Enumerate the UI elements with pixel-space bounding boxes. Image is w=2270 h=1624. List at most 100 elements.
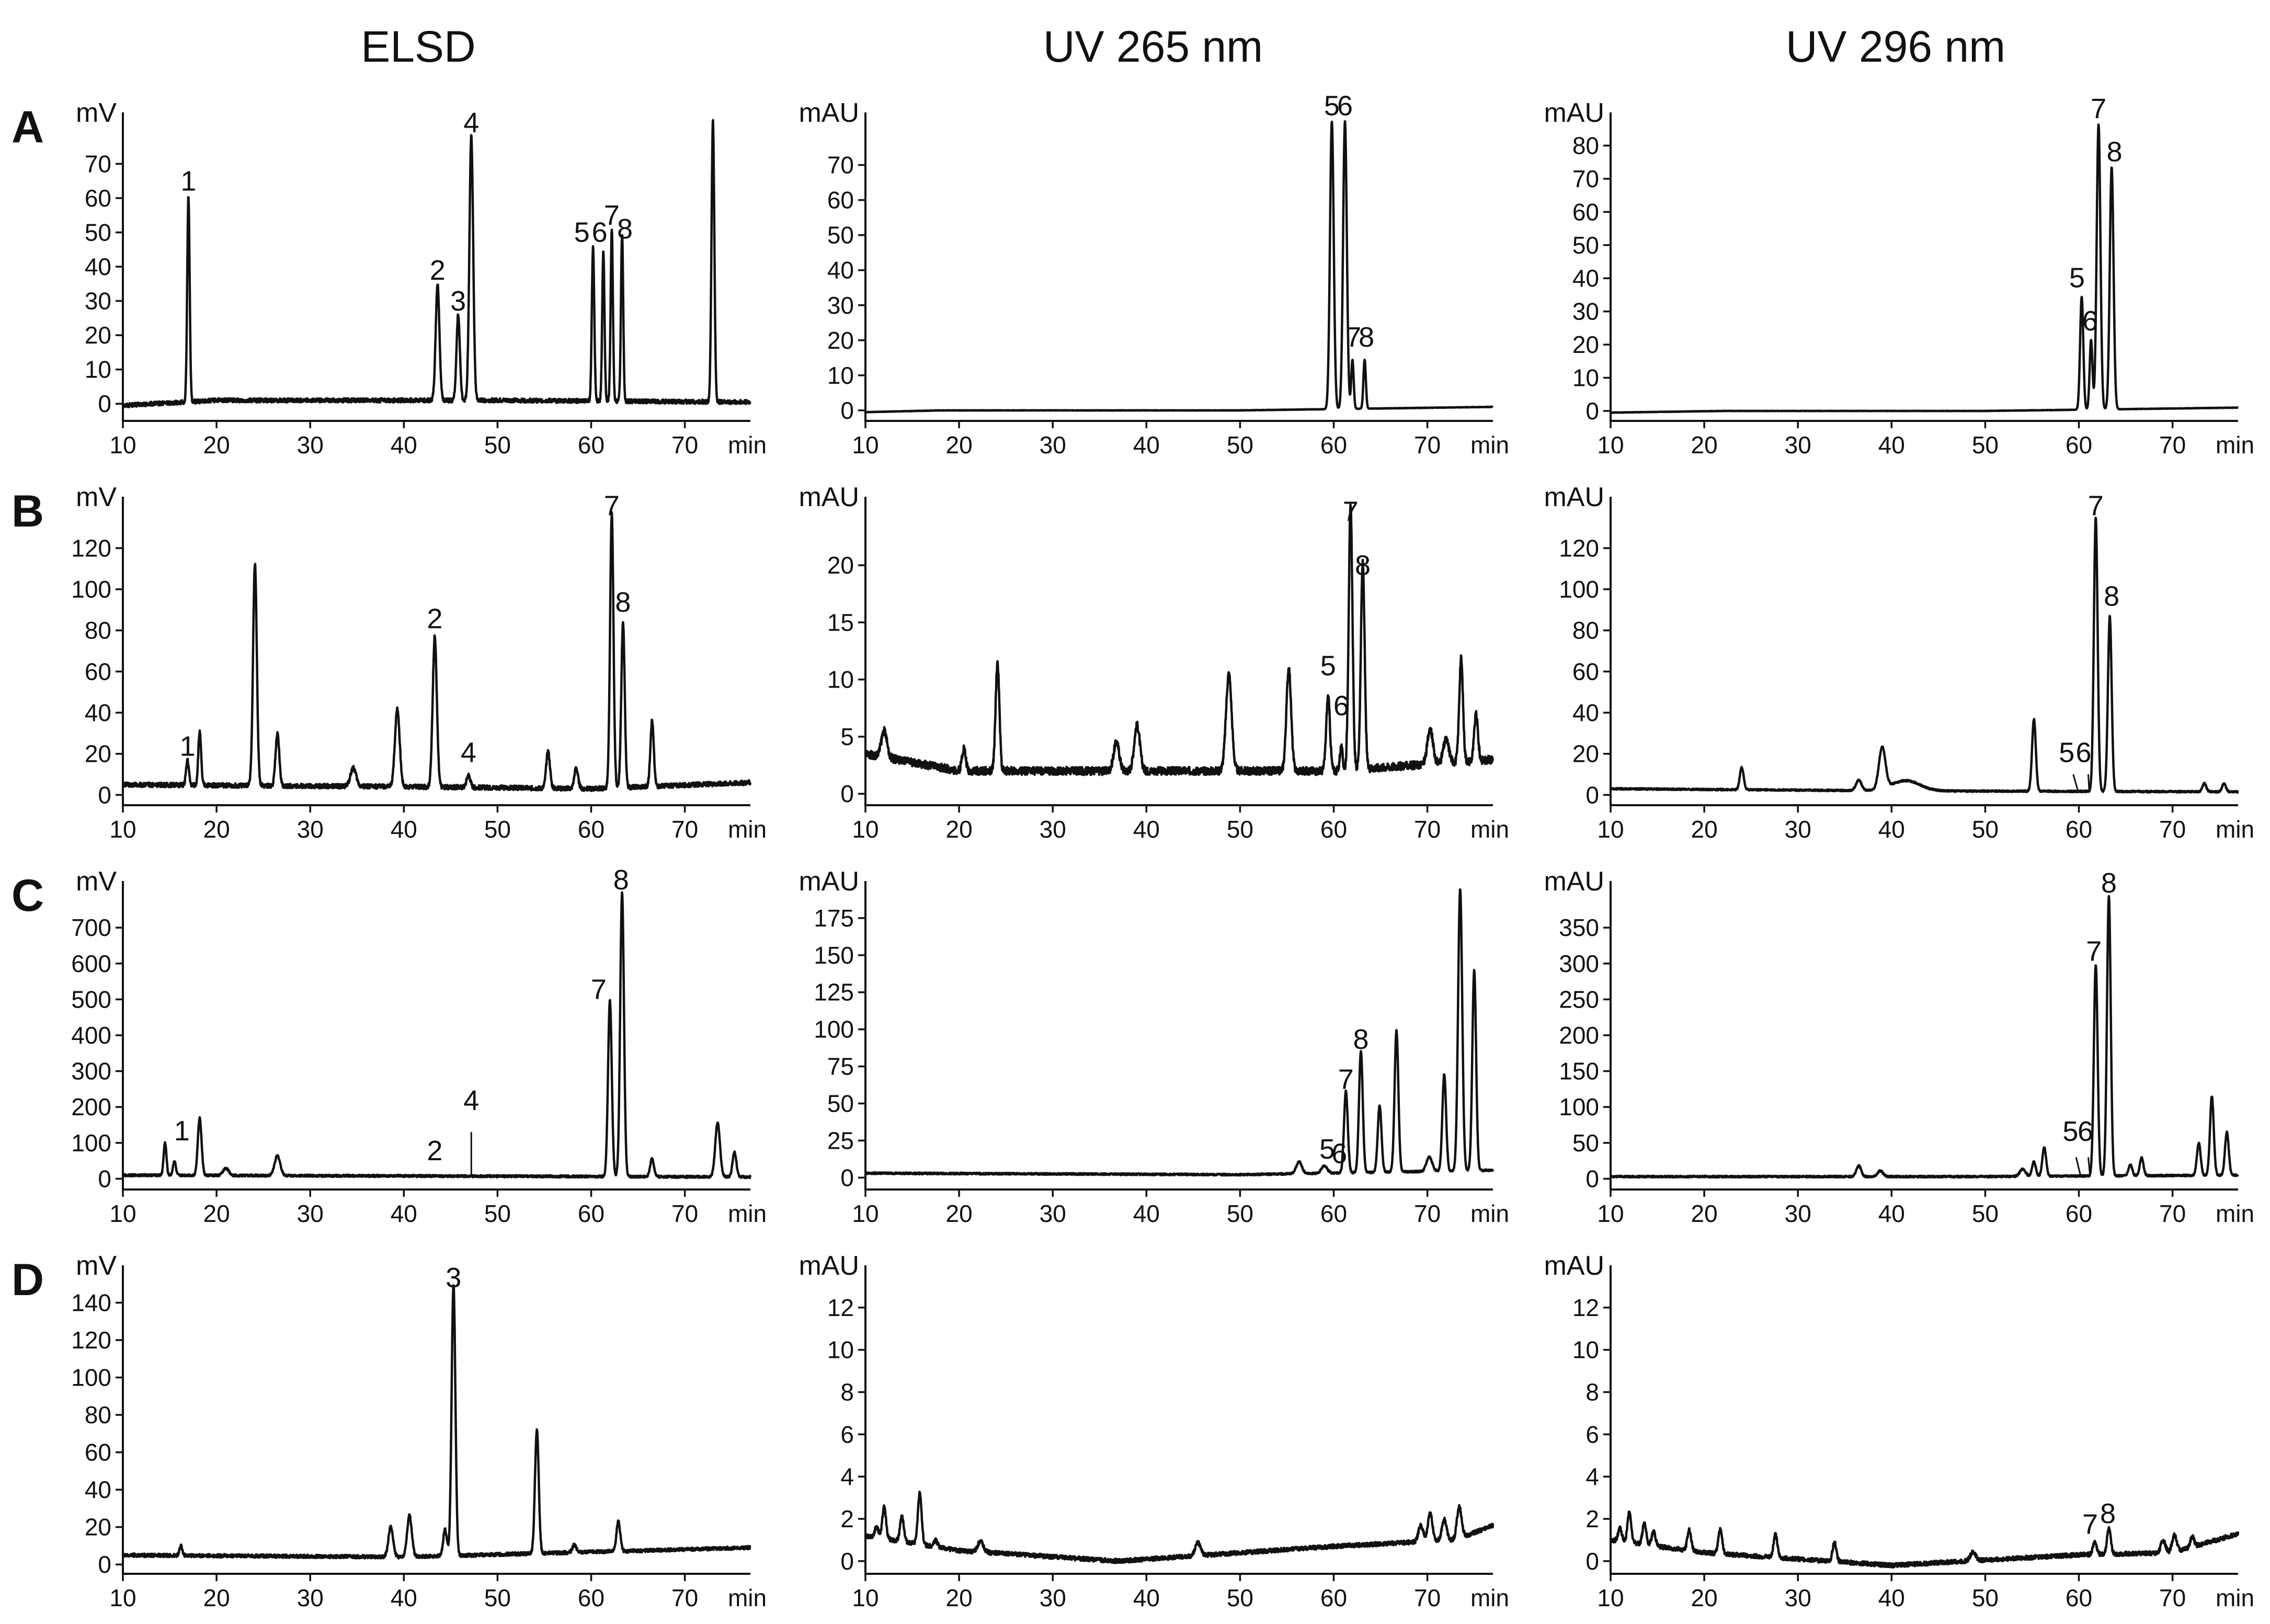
x-tick-label: 10 [109, 431, 136, 459]
x-tick-label: 70 [671, 1200, 698, 1227]
panel-b-1: mV 0 20 40 60 80 100 120 10 20 30 40 50 60 70 min 1 2 4 7 8 [71, 482, 767, 843]
peak-label: 8 [617, 213, 633, 245]
axes-lines [1610, 881, 2238, 1191]
y-tick-label: 2 [1585, 1505, 1599, 1532]
x-tick-label: 70 [2159, 431, 2186, 459]
y-tick-label: 125 [814, 979, 854, 1006]
peak-label: 5 [1324, 90, 1340, 121]
x-tick-label: 70 [2159, 1584, 2186, 1611]
y-tick-label: 50 [1572, 1129, 1599, 1157]
x-tick-label: 40 [1878, 1584, 1905, 1611]
x-tick-label: 50 [1227, 431, 1253, 459]
y-tick-label: 25 [827, 1127, 854, 1154]
axes-lines [864, 497, 1493, 806]
peak-leader-line [2087, 1157, 2091, 1177]
chromatogram-trace [864, 888, 1495, 1177]
x-axis-label: min [728, 1200, 767, 1227]
x-tick-label: 20 [203, 816, 230, 843]
y-tick-label: 30 [1572, 298, 1599, 325]
y-tick-label: 80 [1572, 617, 1599, 644]
peak-label: 2 [427, 603, 442, 635]
peak-label: 5 [2059, 737, 2074, 768]
x-axis-label: min [2216, 1584, 2254, 1611]
row-label-d: D [12, 1255, 44, 1305]
y-tick-label: 5 [840, 723, 854, 750]
x-tick-label: 20 [203, 1200, 230, 1227]
peak-label: 7 [591, 974, 607, 1005]
y-tick-label: 140 [71, 1289, 111, 1317]
x-tick-label: 30 [1040, 816, 1066, 843]
y-tick-label: 0 [98, 781, 111, 808]
x-tick-label: 50 [484, 1200, 511, 1227]
x-tick-label: 10 [109, 816, 136, 843]
y-tick-label: 20 [85, 322, 111, 349]
y-tick-label: 100 [1559, 576, 1599, 603]
x-tick-label: 30 [1040, 1200, 1066, 1227]
y-tick-label: 4 [1585, 1463, 1599, 1490]
y-tick-label: 20 [1572, 331, 1599, 358]
chromatogram-trace [121, 119, 751, 408]
peak-label: 8 [2101, 867, 2117, 899]
y-tick-label: 10 [827, 666, 854, 693]
y-tick-label: 50 [85, 219, 111, 246]
y-tick-label: 50 [827, 222, 854, 249]
y-tick-label: 20 [827, 552, 854, 579]
x-tick-label: 70 [671, 1584, 698, 1611]
y-tick-label: 0 [1585, 1548, 1599, 1575]
chromatogram-trace [864, 504, 1495, 776]
x-tick-label: 50 [1972, 1584, 1999, 1611]
peak-label: 8 [1353, 1024, 1368, 1055]
y-unit-label: mAU [799, 482, 859, 512]
x-tick-label: 30 [1785, 431, 1811, 459]
x-tick-label: 30 [1785, 1200, 1811, 1227]
peak-label: 7 [1338, 1064, 1354, 1095]
peak-label: 5 [1319, 1134, 1335, 1165]
x-tick-label: 60 [1320, 816, 1347, 843]
y-tick-label: 200 [1559, 1022, 1599, 1049]
x-tick-label: 70 [2159, 816, 2186, 843]
y-unit-label: mAU [799, 98, 859, 128]
y-unit-label: mV [76, 482, 117, 512]
peak-label: 4 [461, 737, 476, 768]
chromatogram-trace [121, 511, 752, 792]
y-unit-label: mAU [1544, 482, 1604, 512]
y-unit-label: mV [76, 866, 117, 897]
x-tick-label: 40 [391, 431, 417, 459]
y-tick-label: 80 [85, 617, 111, 644]
peak-label: 6 [1331, 1138, 1347, 1169]
peak-label: 4 [463, 1085, 479, 1116]
peak-label: 8 [2107, 136, 2123, 168]
peak-label: 8 [1359, 322, 1374, 353]
x-tick-label: 40 [1878, 431, 1905, 459]
peak-label: 2 [427, 1135, 442, 1166]
x-tick-label: 70 [1414, 1200, 1441, 1227]
y-tick-label: 8 [840, 1378, 854, 1405]
peak-label: 6 [592, 217, 608, 248]
y-tick-label: 100 [814, 1016, 854, 1043]
x-tick-label: 60 [2066, 816, 2092, 843]
peak-label: 5 [2069, 262, 2085, 294]
x-axis-label: min [1470, 1584, 1509, 1611]
x-tick-label: 40 [1133, 1200, 1160, 1227]
y-tick-label: 0 [1585, 1165, 1599, 1192]
x-tick-label: 30 [1040, 431, 1066, 459]
panel-d-1: mV 0 20 40 60 80 100 120 140 10 20 30 40 50 60 70 min 3 [71, 1251, 767, 1611]
y-tick-label: 20 [827, 327, 854, 354]
x-tick-label: 60 [578, 1584, 604, 1611]
peak-label: 5 [2062, 1116, 2078, 1147]
x-tick-label: 20 [946, 1584, 973, 1611]
peak-label: 6 [2082, 305, 2098, 337]
panel-a-1: mV 0 10 20 30 40 50 60 70 10 20 30 40 50 60 70 min 1 23 4 5 6… [76, 98, 767, 459]
peak-label: 8 [613, 864, 629, 896]
chromatogram-trace [122, 891, 752, 1180]
y-tick-label: 6 [840, 1421, 854, 1448]
chromatogram-trace [1609, 1510, 2240, 1569]
y-unit-label: mV [76, 98, 117, 128]
x-tick-label: 30 [297, 431, 324, 459]
x-tick-label: 70 [1414, 431, 1441, 459]
x-tick-label: 10 [1597, 816, 1624, 843]
peak-label: 3 [446, 1262, 461, 1294]
y-tick-label: 12 [1572, 1294, 1599, 1321]
y-tick-label: 50 [827, 1090, 854, 1117]
